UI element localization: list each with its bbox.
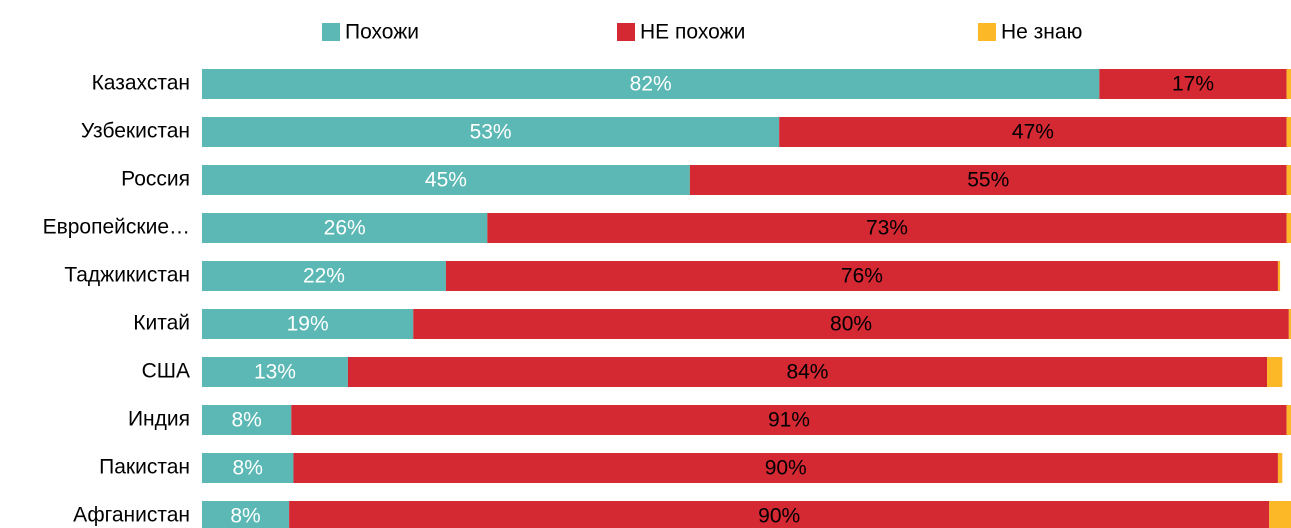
data-label: 47% <box>1012 121 1054 144</box>
data-label: 8% <box>233 457 263 480</box>
bar-segment <box>413 309 1289 339</box>
data-label: 91% <box>768 409 810 432</box>
data-label: 80% <box>830 313 872 336</box>
data-label: 13% <box>254 361 296 384</box>
y-tick-label: Европейские… <box>43 216 190 239</box>
bar-segment <box>689 165 1287 195</box>
bar-segment <box>1267 357 1283 387</box>
data-label: 8% <box>231 409 261 432</box>
data-label: 84% <box>786 361 828 384</box>
bar-segment <box>1099 69 1287 99</box>
data-label: 82% <box>630 73 672 96</box>
data-label: 45% <box>425 169 467 192</box>
y-tick-label: США <box>142 360 190 383</box>
bar-segment <box>202 213 488 243</box>
bar-segment <box>779 117 1287 147</box>
legend-swatch <box>617 23 635 41</box>
bar-segment <box>202 117 780 147</box>
y-tick-label: Узбекистан <box>81 120 190 143</box>
data-label: 55% <box>967 169 1009 192</box>
bar-segment <box>347 357 1268 387</box>
bar-segment <box>202 165 690 195</box>
bar-segment <box>202 69 1100 99</box>
bar-segment <box>1277 453 1283 483</box>
bar-segment <box>289 501 1270 528</box>
bar-segment <box>487 213 1287 243</box>
bar-segment <box>291 405 1287 435</box>
bar-segment <box>1286 165 1291 195</box>
data-label: 26% <box>324 217 366 240</box>
bar-segment <box>1286 117 1291 147</box>
y-tick-label: Пакистан <box>99 456 190 479</box>
bar-segment <box>1277 261 1281 291</box>
data-label: 76% <box>841 265 883 288</box>
bar-segment <box>202 453 294 483</box>
data-label: 19% <box>287 313 329 336</box>
y-tick-label: Казахстан <box>92 72 190 95</box>
legend-label: НЕ похожи <box>640 21 745 44</box>
y-tick-label: Россия <box>121 168 190 191</box>
data-label: 90% <box>765 457 807 480</box>
bar-segment <box>1288 309 1291 339</box>
y-tick-label: Индия <box>128 408 190 431</box>
y-tick-label: Китай <box>133 312 190 335</box>
bar-segment <box>1269 501 1291 528</box>
legend-label: Не знаю <box>1001 21 1082 44</box>
data-label: 53% <box>470 121 512 144</box>
data-label: 73% <box>866 217 908 240</box>
legend-swatch <box>322 23 340 41</box>
bar-segment <box>202 309 414 339</box>
data-label: 17% <box>1172 73 1214 96</box>
data-label: 22% <box>303 265 345 288</box>
data-label: 90% <box>758 505 800 528</box>
bar-segment <box>202 261 446 291</box>
bar-segment <box>293 453 1278 483</box>
legend-label: Похожи <box>345 21 419 44</box>
y-tick-label: Афганистан <box>73 504 190 527</box>
bar-segment <box>202 405 292 435</box>
bar-segment <box>1286 213 1291 243</box>
bar-segment <box>445 261 1278 291</box>
bar-segment <box>1286 405 1291 435</box>
data-label: 8% <box>230 505 260 528</box>
bar-segment <box>202 357 348 387</box>
y-tick-label: Таджикистан <box>64 264 190 287</box>
legend-swatch <box>978 23 996 41</box>
bar-segment <box>202 501 290 528</box>
bar-segment <box>1286 69 1291 99</box>
